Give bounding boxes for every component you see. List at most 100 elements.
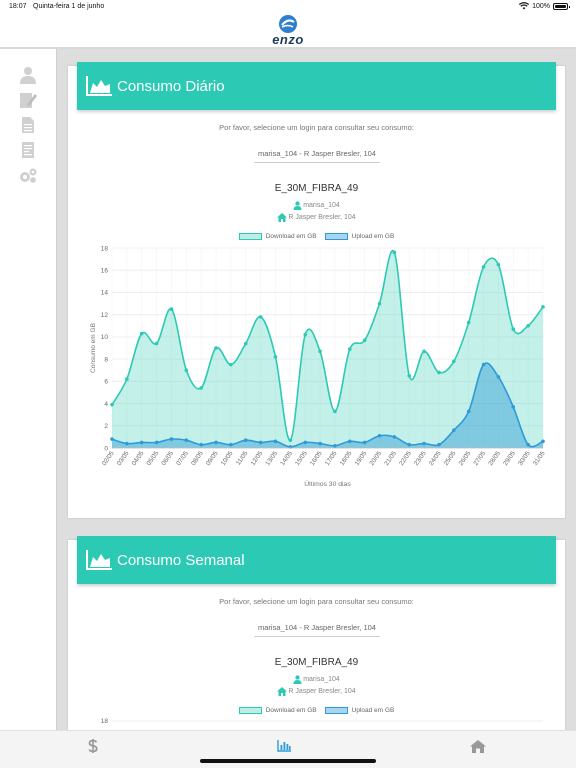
data-point-download <box>481 265 486 269</box>
app-logo: enzo <box>266 14 310 48</box>
bar-chart-icon <box>277 740 291 752</box>
data-point-upload <box>273 439 278 444</box>
weekly-legend-download-swatch <box>238 707 262 714</box>
y-axis-title: Consumo em GB <box>90 323 97 373</box>
user-icon[interactable] <box>18 66 38 84</box>
data-point-upload <box>526 442 530 447</box>
gears-icon[interactable] <box>18 167 38 185</box>
enzo-logo-icon <box>279 15 297 33</box>
data-point-download <box>110 402 114 407</box>
data-point-upload <box>110 437 114 441</box>
weekly-legend-download[interactable]: Download em GB <box>238 707 317 714</box>
data-point-download <box>273 355 278 359</box>
y-tick-label: 16 <box>101 268 109 275</box>
x-tick-label: 05/05 <box>145 450 160 467</box>
data-point-upload <box>466 409 471 414</box>
legend-upload[interactable]: Upload em GB <box>324 233 395 240</box>
weekly-consumption-card: Consumo Semanal Por favor, selecione um … <box>68 536 565 730</box>
x-tick-label: 12/05 <box>249 450 264 467</box>
data-point-upload <box>258 440 263 445</box>
weekly-chart-stub: 18 <box>101 718 543 725</box>
data-point-download <box>288 438 293 443</box>
data-point-upload <box>154 440 159 445</box>
data-point-download <box>303 332 308 337</box>
tab-financial[interactable] <box>73 735 113 757</box>
data-point-download <box>229 362 233 367</box>
status-date: Quinta-feira 1 de junho <box>33 3 105 10</box>
x-tick-label: 26/05 <box>458 450 473 467</box>
data-point-upload <box>243 438 248 443</box>
home-icon <box>277 687 288 696</box>
daily-consumption-card: Consumo Diário Por favor, selecione um l… <box>68 62 565 518</box>
series-area-download <box>112 250 543 448</box>
weekly-legend-download-label: Download em GB <box>265 707 317 714</box>
area-chart-icon <box>86 76 112 96</box>
data-point-upload <box>214 440 218 445</box>
data-point-upload <box>481 362 486 367</box>
report-icon[interactable] <box>18 141 38 159</box>
tab-home[interactable] <box>458 735 498 757</box>
weekly-prompt: Por favor, selecione um login para consu… <box>219 597 414 606</box>
x-tick-label: 11/05 <box>235 450 250 467</box>
data-point-upload <box>541 439 545 444</box>
y-tick-label: 14 <box>101 290 109 297</box>
y-tick-label: 4 <box>104 401 108 408</box>
daily-address: R Jasper Bresler, 104 <box>288 214 356 221</box>
home-icon <box>277 213 288 222</box>
tab-consumption[interactable] <box>264 735 304 757</box>
daily-title: Consumo Diário <box>117 77 225 95</box>
status-right: 100% <box>519 2 570 10</box>
status-time: 18:07 <box>9 3 27 10</box>
weekly-user: marisa_104 <box>303 676 340 683</box>
x-tick-label: 20/05 <box>368 450 383 467</box>
user-icon <box>293 675 302 684</box>
x-tick-label: 03/05 <box>116 450 131 467</box>
daily-chart-legend: Download em GB Upload em GB <box>68 233 565 240</box>
data-point-download <box>169 307 174 311</box>
daily-user: marisa_104 <box>303 202 340 209</box>
data-point-download <box>496 262 501 267</box>
daily-login-select[interactable]: marisa_104 - R Jasper Bresler, 104 <box>254 145 380 163</box>
data-point-download <box>466 320 471 325</box>
data-point-download <box>333 409 337 414</box>
weekly-login-select[interactable]: marisa_104 - R Jasper Bresler, 104 <box>254 619 380 637</box>
weekly-address: R Jasper Bresler, 104 <box>288 688 356 695</box>
edit-document-icon[interactable] <box>18 91 38 109</box>
weekly-title: Consumo Semanal <box>117 551 245 569</box>
logo-text: enzo <box>272 32 304 47</box>
x-tick-label: 24/05 <box>428 450 443 467</box>
x-tick-label: 30/05 <box>517 450 532 467</box>
x-tick-label: 08/05 <box>190 450 205 467</box>
x-tick-label: 07/05 <box>175 450 190 467</box>
data-point-upload <box>392 435 397 439</box>
data-point-upload <box>437 442 441 447</box>
user-icon <box>293 201 302 210</box>
weekly-user-line: marisa_104 <box>68 675 565 684</box>
legend-download[interactable]: Download em GB <box>238 233 317 240</box>
x-tick-label: 25/05 <box>443 450 458 467</box>
y-tick-label: 0 <box>104 445 108 452</box>
y-tick-label: 8 <box>104 356 108 363</box>
data-point-download <box>199 386 203 390</box>
data-point-download <box>437 370 441 375</box>
data-point-download <box>392 250 397 255</box>
x-axis-title: Últimos 30 dias <box>304 479 351 488</box>
legend-upload-label: Upload em GB <box>351 233 395 240</box>
status-bar: 18:07 Quinta-feira 1 de junho 100% <box>0 0 576 14</box>
daily-address-line: R Jasper Bresler, 104 <box>68 213 565 222</box>
data-point-upload <box>407 442 412 447</box>
battery-percent: 100% <box>532 2 550 10</box>
document-icon[interactable] <box>18 116 38 134</box>
data-point-download <box>139 331 144 336</box>
x-tick-label: 31/05 <box>532 450 547 467</box>
dollar-icon <box>88 739 98 753</box>
daily-card-header: Consumo Diário <box>77 62 556 110</box>
area-chart-icon <box>86 550 112 570</box>
weekly-y-tick: 18 <box>101 718 109 725</box>
legend-download-label: Download em GB <box>265 233 317 240</box>
data-point-download <box>526 323 530 328</box>
weekly-legend-upload[interactable]: Upload em GB <box>324 707 394 714</box>
y-tick-label: 10 <box>101 334 109 341</box>
wifi-icon <box>519 2 530 10</box>
x-tick-label: 22/05 <box>398 450 413 467</box>
